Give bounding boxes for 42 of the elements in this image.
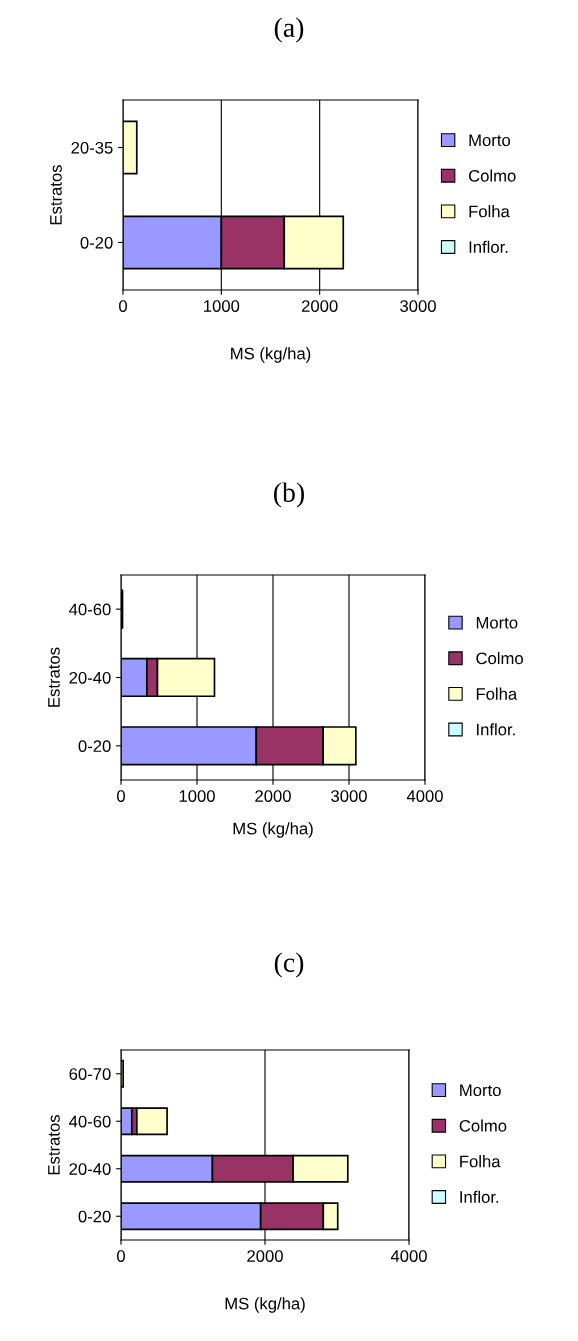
x-tick-label: 1000: [204, 300, 240, 312]
x-tick-label: 2000: [255, 790, 291, 802]
legend-label: Folha: [476, 687, 518, 700]
y-tick-label: 20-40: [69, 671, 111, 684]
y-tick-label: 0-20: [78, 1210, 111, 1223]
chart-title: (a): [274, 17, 304, 43]
y-axis-title: Estratos: [48, 1115, 60, 1175]
x-tick-label: 4000: [406, 790, 443, 802]
x-tick-label: 0: [117, 790, 125, 802]
y-tick-label: 0-20: [78, 740, 111, 753]
x-axis-title: MS (kg/ha): [233, 822, 313, 838]
legend-label: Inflor.: [477, 723, 515, 736]
legend-label: Folha: [460, 1155, 501, 1168]
x-tick-label: 3000: [331, 790, 367, 802]
y-tick-label: 40-60: [69, 603, 111, 616]
legend-label: Colmo: [476, 651, 523, 665]
x-axis-title: MS (kg/ha): [231, 347, 311, 363]
y-tick-label: 40-60: [69, 1115, 111, 1128]
legend-label: Morto: [476, 616, 518, 629]
legend-label: Colmo: [459, 1119, 507, 1132]
x-tick-label: 0: [117, 1250, 125, 1262]
chart-title: (b): [274, 482, 304, 508]
x-axis-title: MS (kg/ha): [225, 1297, 305, 1313]
x-tick-label: 0: [119, 300, 127, 312]
x-tick-label: 2000: [247, 1250, 283, 1262]
x-tick-label: 3000: [400, 300, 436, 312]
y-tick-label: 20-40: [69, 1163, 111, 1175]
legend-label: Morto: [469, 134, 511, 147]
x-tick-label: 2000: [301, 300, 338, 312]
y-axis-title: Estratos: [48, 647, 60, 707]
legend-label: Morto: [460, 1084, 501, 1097]
x-tick-label: 4000: [390, 1250, 427, 1262]
legend-label: Inflor.: [460, 1190, 499, 1203]
y-tick-label: 60-70: [69, 1068, 111, 1080]
legend-label: Folha: [469, 205, 510, 218]
y-axis-title: Estratos: [50, 165, 62, 225]
y-tick-label: 0-20: [80, 236, 113, 249]
y-tick-label: 20-35: [71, 141, 113, 154]
legend-label: Colmo: [468, 169, 516, 182]
legend-label: Inflor.: [469, 240, 508, 253]
x-tick-label: 1000: [179, 790, 215, 802]
chart-title: (c): [274, 952, 304, 978]
